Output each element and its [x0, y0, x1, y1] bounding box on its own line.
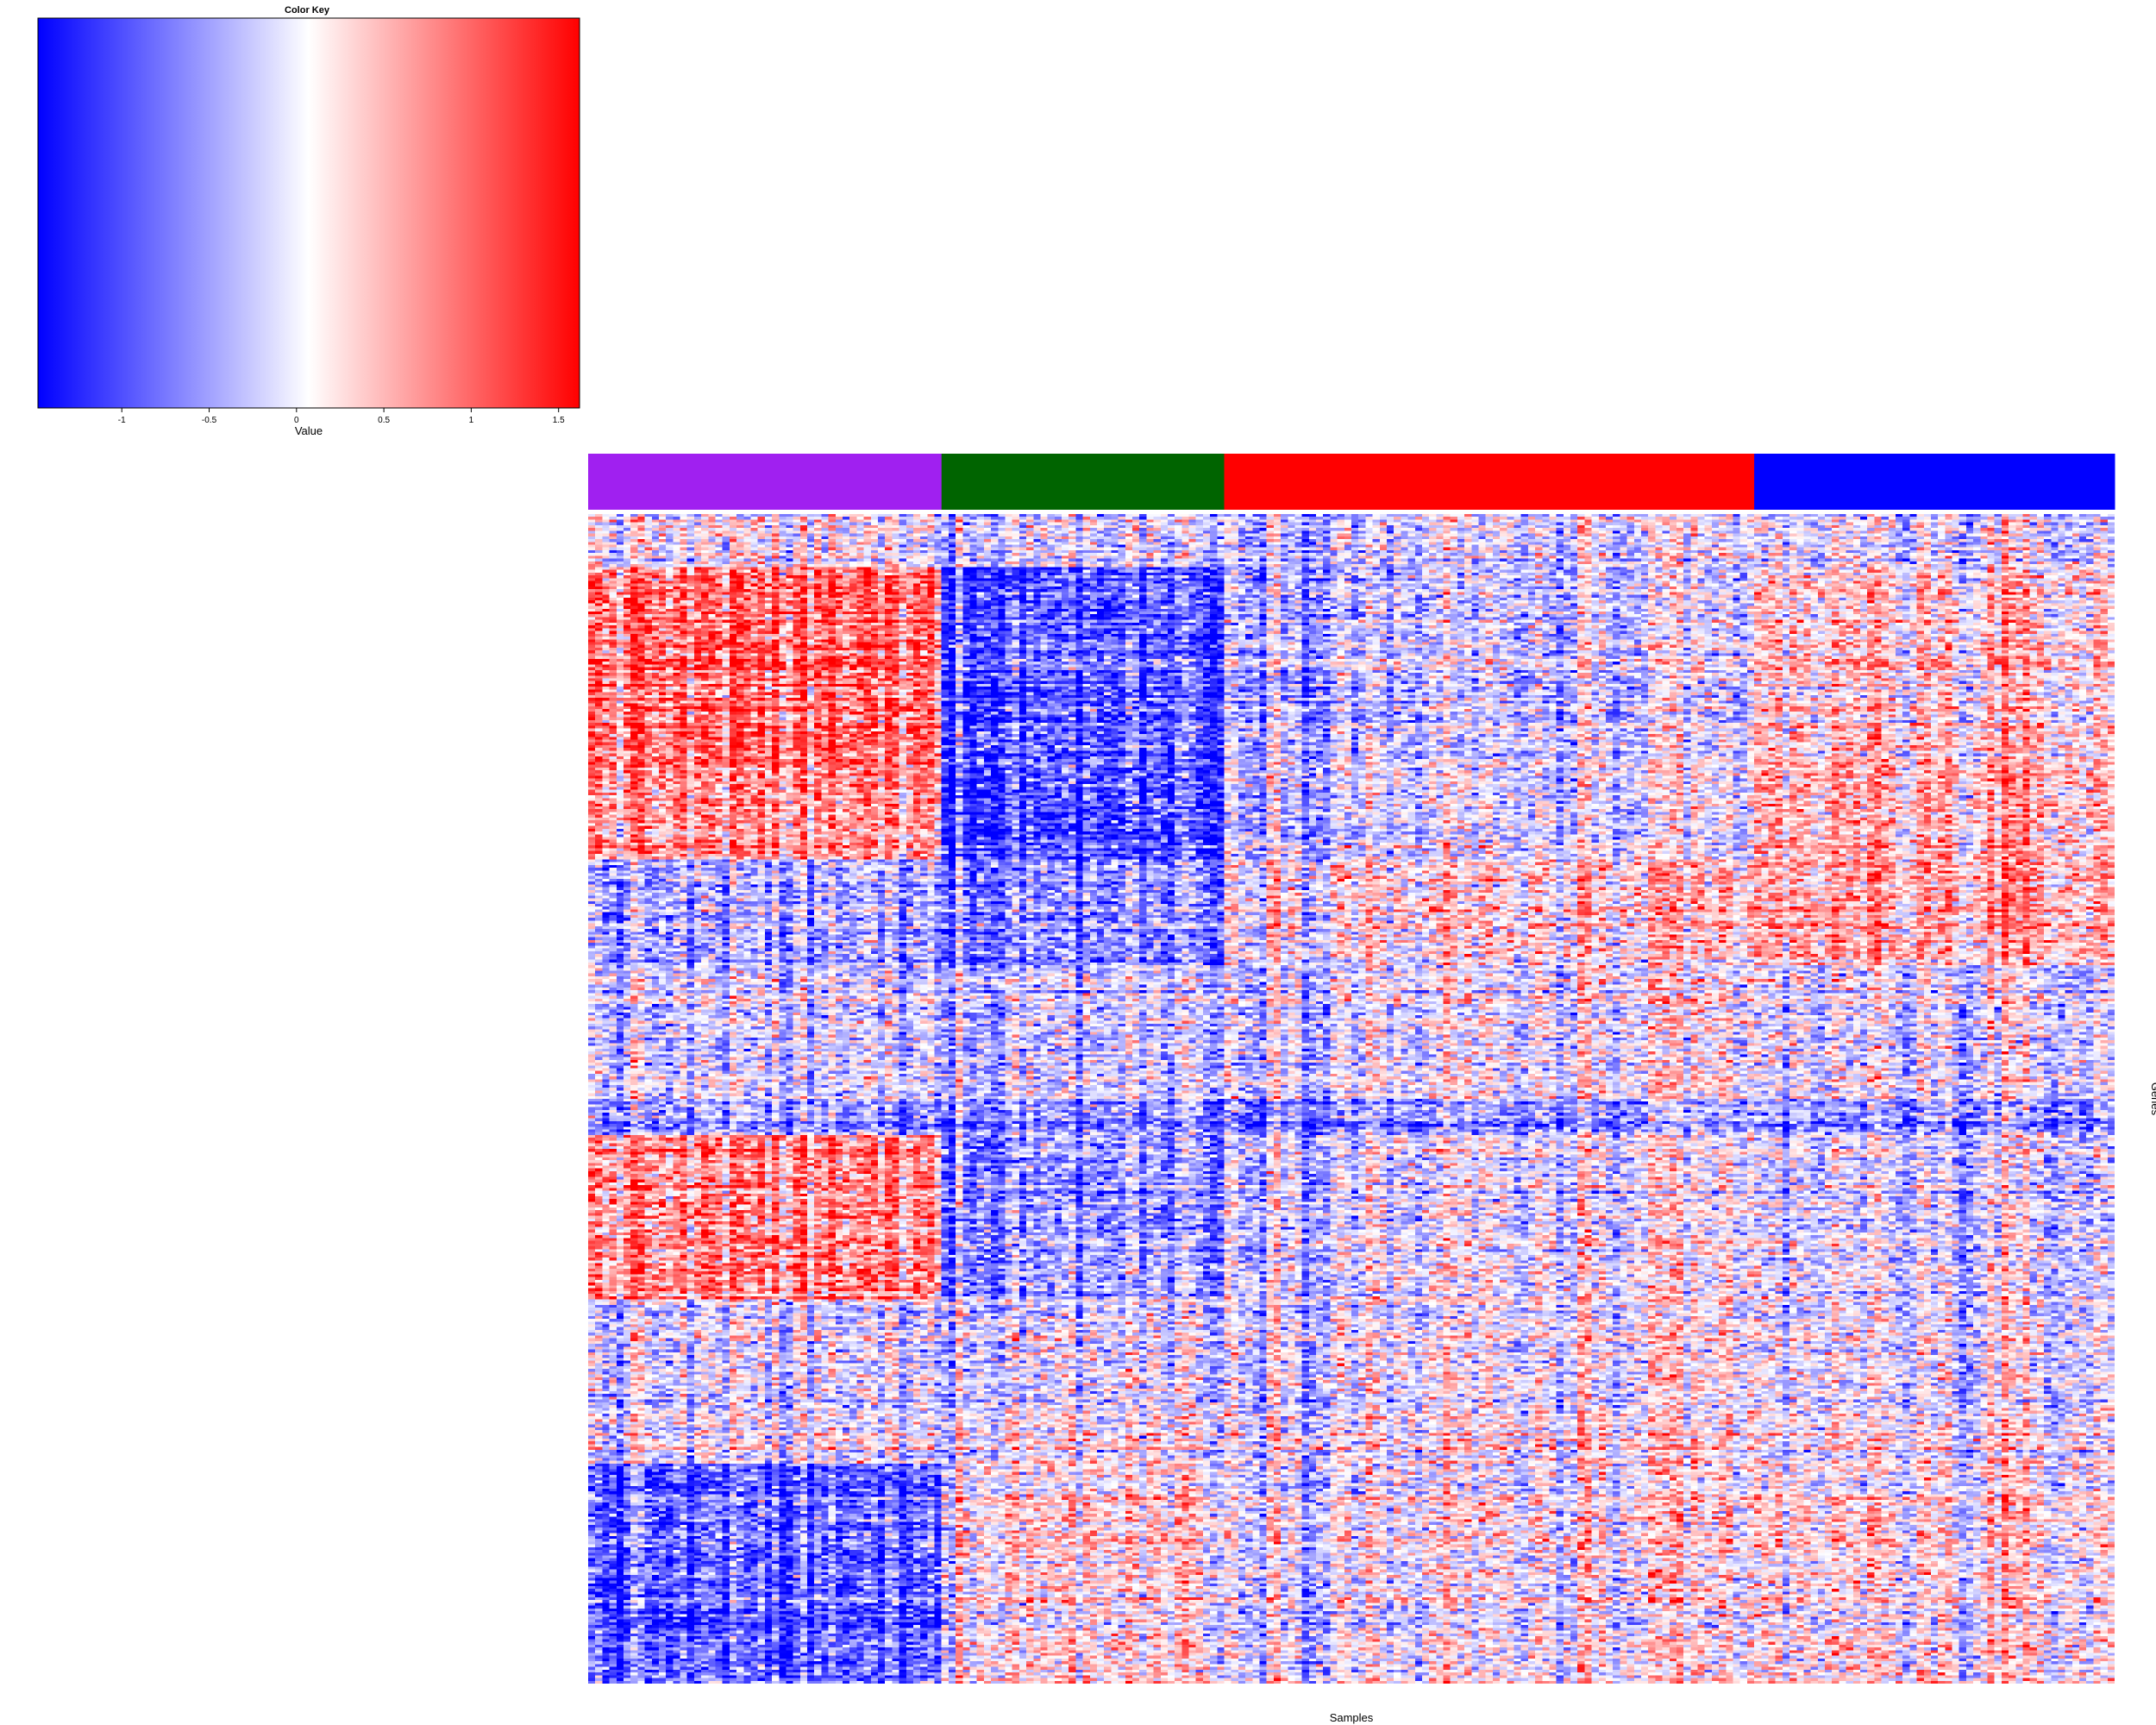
- color-key-tick-label: 0: [294, 416, 299, 425]
- y-axis-label: Genes: [2149, 1082, 2156, 1116]
- color-key-ticks: -1 -0.5 0 0.5 1 1.5: [118, 408, 565, 425]
- sample-group-segment: [588, 454, 943, 510]
- sample-group-bar: [588, 454, 2115, 510]
- color-key: Color Key -1 -0.5 0 0.5 1 1.5 Value: [37, 5, 580, 437]
- color-key-title: Color Key: [285, 5, 330, 16]
- color-key-gradient-bar: [37, 17, 580, 409]
- color-key-tick-label: -1: [118, 416, 126, 425]
- heatmap-cells: [588, 514, 2115, 1684]
- x-axis-label: Samples: [1330, 1711, 1374, 1724]
- color-key-tick-label: 1.5: [553, 416, 565, 425]
- color-key-tick-label: -0.5: [202, 416, 217, 425]
- color-key-tick-label: 1: [469, 416, 474, 425]
- color-key-tick-label: 0.5: [378, 416, 390, 425]
- sample-group-segment: [1754, 454, 2115, 510]
- sample-group-segment: [1224, 454, 1755, 510]
- color-key-axis-label: Value: [295, 424, 323, 437]
- sample-group-segment: [941, 454, 1225, 510]
